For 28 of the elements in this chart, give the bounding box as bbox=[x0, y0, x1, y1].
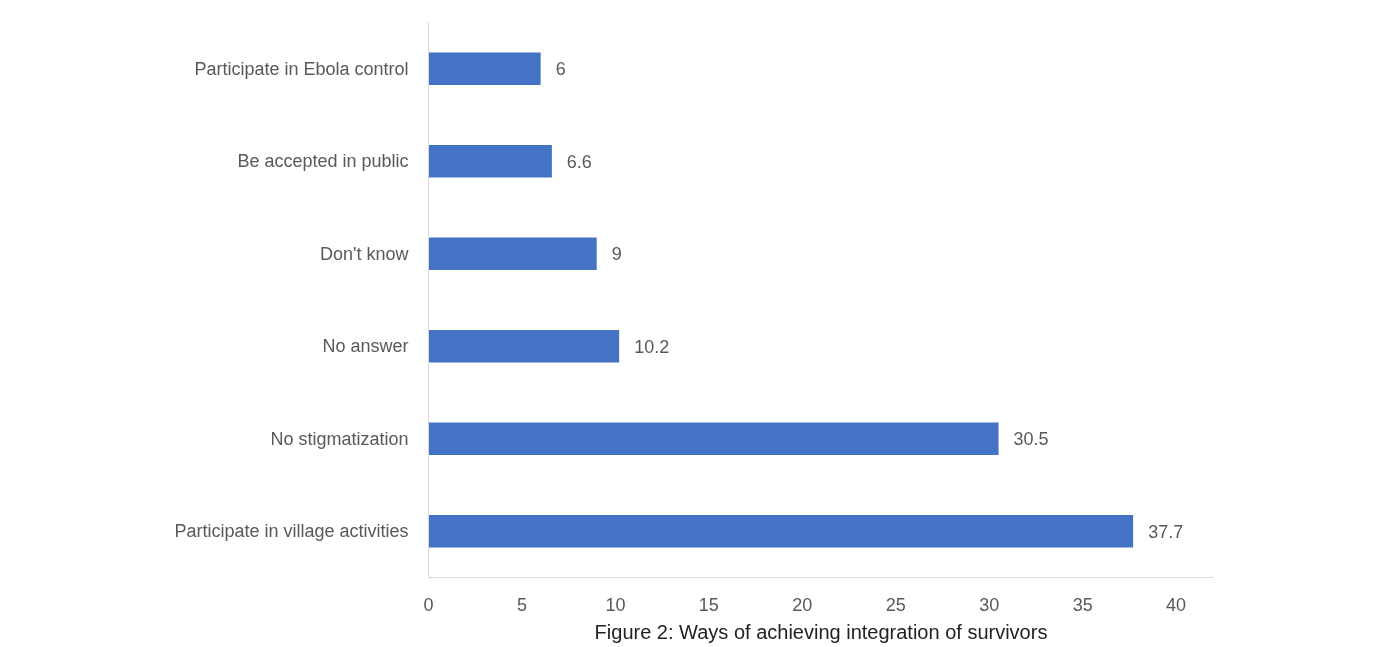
x-tick-label: 5 bbox=[516, 594, 527, 615]
x-tick-label: 20 bbox=[792, 594, 813, 615]
bar bbox=[428, 145, 552, 178]
x-tick-label: 40 bbox=[1166, 594, 1187, 615]
bar bbox=[428, 330, 620, 363]
text: Figure 2: Ways of achieving integration of survivors bbox=[594, 620, 1048, 643]
x-tick-label: 15 bbox=[698, 594, 719, 615]
data-label: 9 bbox=[611, 244, 622, 265]
y-tick-label: Participate in Ebola control bbox=[194, 58, 409, 79]
data-label: 30.5 bbox=[1013, 429, 1049, 450]
y-tick-label: Be accepted in public bbox=[237, 151, 409, 172]
bar bbox=[428, 52, 541, 85]
data-label: 6 bbox=[555, 59, 566, 80]
data-label: 6.6 bbox=[566, 151, 592, 172]
bar bbox=[428, 237, 597, 270]
y-tick-label: No stigmatization bbox=[270, 428, 409, 449]
y-tick-label: Don't know bbox=[320, 243, 410, 264]
data-label: 10.2 bbox=[634, 336, 670, 357]
y-tick-label: No answer bbox=[322, 336, 409, 357]
y-tick-label: Participate in village activities bbox=[174, 521, 409, 542]
data-label: 37.7 bbox=[1148, 521, 1184, 542]
bar bbox=[428, 422, 999, 455]
x-tick-label: 25 bbox=[885, 594, 906, 615]
x-tick-label: 30 bbox=[979, 594, 1000, 615]
x-tick-label: 0 bbox=[423, 594, 434, 615]
x-tick-label: 10 bbox=[605, 594, 626, 615]
bar bbox=[428, 515, 1134, 548]
x-tick-label: 35 bbox=[1072, 594, 1093, 615]
